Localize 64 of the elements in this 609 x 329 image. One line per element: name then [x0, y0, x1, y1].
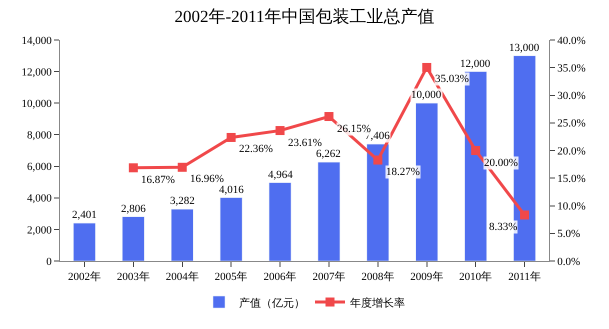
bar — [171, 208, 194, 261]
data-label: 10,000 — [411, 89, 442, 101]
y2-tick-label: 10.0% — [557, 200, 586, 213]
y2-tick-label: 25.0% — [557, 118, 586, 130]
data-label: 7,406 — [365, 130, 390, 142]
legend-label: 产值（亿元） — [239, 296, 305, 310]
data-label: 16.96% — [190, 173, 224, 185]
y-tick-label: 6,000 — [27, 161, 52, 174]
point — [471, 146, 480, 155]
data-label: 22.36% — [239, 143, 273, 155]
point — [422, 62, 432, 72]
data-label: 3,282 — [170, 195, 195, 207]
data-label: 23.61% — [288, 137, 322, 149]
y-tick-label: 0 — [46, 256, 52, 268]
data-label: 18.27% — [386, 166, 420, 178]
point — [178, 162, 187, 172]
point — [226, 132, 236, 142]
y2-tick-label: 35.0% — [557, 62, 586, 74]
data-label: 8.33% — [489, 221, 518, 233]
x-tick-label: 2007年 — [312, 271, 346, 284]
data-label: 20.00% — [484, 157, 518, 169]
x-tick-label: 2008年 — [361, 271, 394, 284]
point — [276, 126, 285, 136]
data-label: 2,806 — [121, 203, 146, 215]
data-label: 4,016 — [219, 184, 244, 196]
y-tick-label: 2,000 — [27, 224, 52, 236]
y-tick-label: 10,000 — [22, 98, 52, 110]
data-label: 2,401 — [72, 209, 97, 221]
data-label: 35.03% — [435, 73, 469, 85]
x-tick-label: 2010年 — [459, 271, 492, 284]
point — [520, 210, 530, 220]
y-tick-label: 14,000 — [22, 34, 52, 47]
bar — [122, 216, 145, 261]
point — [128, 163, 138, 172]
bar — [268, 182, 292, 261]
y2-tick-label: 40.0% — [557, 34, 586, 47]
point — [324, 112, 334, 122]
point — [373, 156, 382, 165]
x-tick-label: 2011年 — [508, 271, 541, 284]
legend-label: 年度增长率 — [350, 296, 405, 310]
x-tick-label: 2002年 — [68, 271, 101, 284]
data-label: 13,000 — [509, 42, 540, 54]
y2-tick-label: 20.0% — [557, 145, 586, 158]
data-label: 26.15% — [337, 123, 371, 135]
bar — [73, 222, 96, 261]
chart-title: 2002年-2011年中国包装工业总产值 — [174, 6, 435, 26]
x-tick-label: 2006年 — [264, 271, 297, 284]
x-tick-label: 2009年 — [410, 271, 444, 284]
y2-tick-label: 15.0% — [557, 172, 586, 185]
y2-tick-label: 5.0% — [557, 228, 580, 240]
y2-tick-label: 0.0% — [557, 256, 580, 268]
bar — [318, 162, 340, 261]
x-tick-label: 2005年 — [214, 271, 248, 284]
bar — [220, 197, 242, 261]
data-label: 16.87% — [141, 174, 175, 186]
y2-tick-label: 30.0% — [557, 90, 586, 102]
x-tick-label: 2004年 — [166, 271, 199, 284]
y-tick-label: 8,000 — [27, 130, 52, 142]
y-tick-label: 12,000 — [22, 66, 52, 78]
y-tick-label: 4,000 — [27, 192, 52, 205]
data-label: 6,262 — [316, 148, 341, 160]
x-tick-label: 2003年 — [116, 271, 150, 284]
data-label: 12,000 — [460, 58, 491, 70]
data-label: 4,964 — [268, 169, 294, 181]
